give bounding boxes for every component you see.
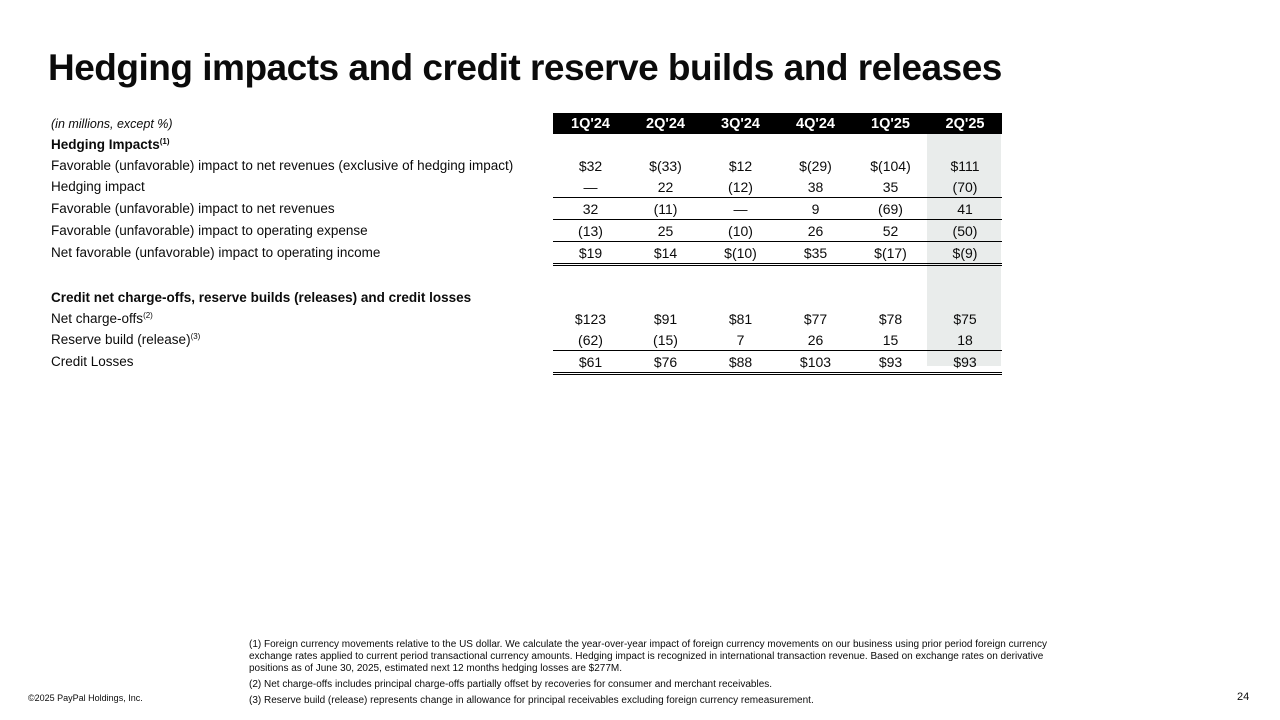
footnote-marker: (1) (159, 136, 170, 146)
section-heading-text: Hedging Impacts (51, 136, 160, 152)
table-cell: $78 (878, 310, 903, 327)
table-row: Hedging impact — 22 (12) 38 35 (70) (48, 176, 1002, 198)
table-cell: $111 (950, 157, 980, 174)
row-label: Favorable (unfavorable) impact to operat… (51, 222, 368, 238)
table-cell: (70) (952, 178, 978, 195)
table-cell: (62) (578, 331, 603, 348)
table-cell: (10) (703, 219, 778, 242)
table-row: Favorable (unfavorable) impact to net re… (48, 155, 1002, 176)
table-row: Favorable (unfavorable) impact to net re… (48, 197, 1002, 220)
row-label-text: Reserve build (release) (51, 331, 191, 347)
spacer-row (48, 265, 1002, 288)
hedging-section-heading: Hedging Impacts(1) (48, 134, 553, 155)
table-cell: $(33) (649, 157, 682, 174)
copyright: ©2025 PayPal Holdings, Inc. (28, 693, 143, 703)
footnote: (3) Reserve build (release) represents c… (249, 695, 814, 706)
table-cell: $(10) (703, 241, 778, 266)
table-cell: 41 (928, 197, 1002, 220)
table-cell: $(17) (853, 241, 928, 266)
table-cell: (11) (628, 197, 703, 220)
table-cell: $(104) (870, 157, 911, 174)
table-cell: 25 (628, 219, 703, 242)
row-label: Favorable (unfavorable) impact to net re… (51, 157, 514, 173)
table-cell: $93 (928, 350, 1002, 375)
table-cell: $103 (778, 350, 853, 375)
table-row: Credit Losses $61 $76 $88 $103 $93 $93 (48, 350, 1002, 375)
footnote: (1) Foreign currency movements relative … (249, 639, 1047, 674)
table-row: Favorable (unfavorable) impact to operat… (48, 219, 1002, 242)
table-cell: $32 (578, 157, 603, 174)
credit-section-heading: Credit net charge-offs, reserve builds (… (51, 289, 472, 305)
table-cell: 32 (553, 197, 628, 220)
table-cell: 26 (778, 219, 853, 242)
footnote-marker: (2) (143, 310, 153, 320)
row-label: Net charge-offs(2) (48, 308, 553, 329)
table-row: Reserve build (release)(3) (62) (15) 7 2… (48, 329, 1002, 351)
footnotes: (1) Foreign currency movements relative … (249, 639, 1079, 711)
table-cell: 18 (957, 331, 973, 348)
table-cell: 26 (807, 331, 824, 348)
table-cell: $76 (628, 350, 703, 375)
table-cell: $75 (953, 310, 977, 327)
column-header: 2Q'25 (928, 113, 1002, 134)
table-cell: (15) (653, 331, 678, 348)
row-label: Hedging impact (51, 178, 145, 194)
column-header: 3Q'24 (703, 113, 778, 134)
table-cell: 15 (882, 331, 899, 348)
financial-table: (in millions, except %) 1Q'24 2Q'24 3Q'2… (48, 113, 1002, 375)
column-header: 1Q'25 (853, 113, 928, 134)
table-cell: $81 (728, 310, 753, 327)
row-label: Favorable (unfavorable) impact to net re… (51, 200, 335, 216)
page-number: 24 (1237, 691, 1250, 703)
row-label: Net favorable (unfavorable) impact to op… (51, 245, 381, 260)
footnote: (2) Net charge-offs includes principal c… (249, 679, 773, 690)
column-header: 4Q'24 (778, 113, 853, 134)
row-label-text: Net charge-offs (51, 310, 144, 326)
table-cell: 7 (736, 331, 745, 348)
table-header-row: (in millions, except %) 1Q'24 2Q'24 3Q'2… (48, 113, 1002, 134)
table-cell: 38 (807, 178, 824, 195)
table-cell: $(29) (799, 157, 832, 174)
table-cell: $(9) (928, 241, 1002, 266)
footnote-marker: (3) (190, 331, 201, 341)
table-cell: 9 (778, 197, 853, 220)
table-cell: — (583, 178, 598, 195)
column-header: 2Q'24 (628, 113, 703, 134)
table-cell: $91 (653, 310, 678, 327)
column-header: 1Q'24 (553, 113, 628, 134)
units-note: (in millions, except %) (51, 116, 173, 131)
table-cell: (13) (553, 219, 628, 242)
row-label: Credit Losses (51, 354, 134, 369)
table-cell: (69) (853, 197, 928, 220)
table-cell: $77 (803, 310, 828, 327)
table-cell: 22 (657, 178, 674, 195)
table-cell: — (703, 197, 778, 220)
row-label: Reserve build (release)(3) (48, 329, 553, 351)
table-row: Net favorable (unfavorable) impact to op… (48, 241, 1002, 266)
table-cell: $93 (853, 350, 928, 375)
table-cell: 35 (882, 178, 899, 195)
table-cell: 52 (853, 219, 928, 242)
table-cell: $14 (628, 241, 703, 266)
table-cell: (50) (928, 219, 1002, 242)
table-cell: $12 (728, 157, 753, 174)
table-cell: $35 (778, 241, 853, 266)
section-heading-row: Credit net charge-offs, reserve builds (… (48, 287, 1002, 308)
table-cell: $123 (574, 310, 607, 327)
table-cell: $61 (553, 350, 628, 375)
page-title: Hedging impacts and credit reserve build… (48, 47, 1002, 88)
table-row: Net charge-offs(2) $123 $91 $81 $77 $78 … (48, 308, 1002, 329)
section-heading-row: Hedging Impacts(1) (48, 134, 1002, 155)
table-cell: $88 (703, 350, 778, 375)
table-cell: $19 (553, 241, 628, 266)
table-cell: (12) (728, 178, 753, 195)
